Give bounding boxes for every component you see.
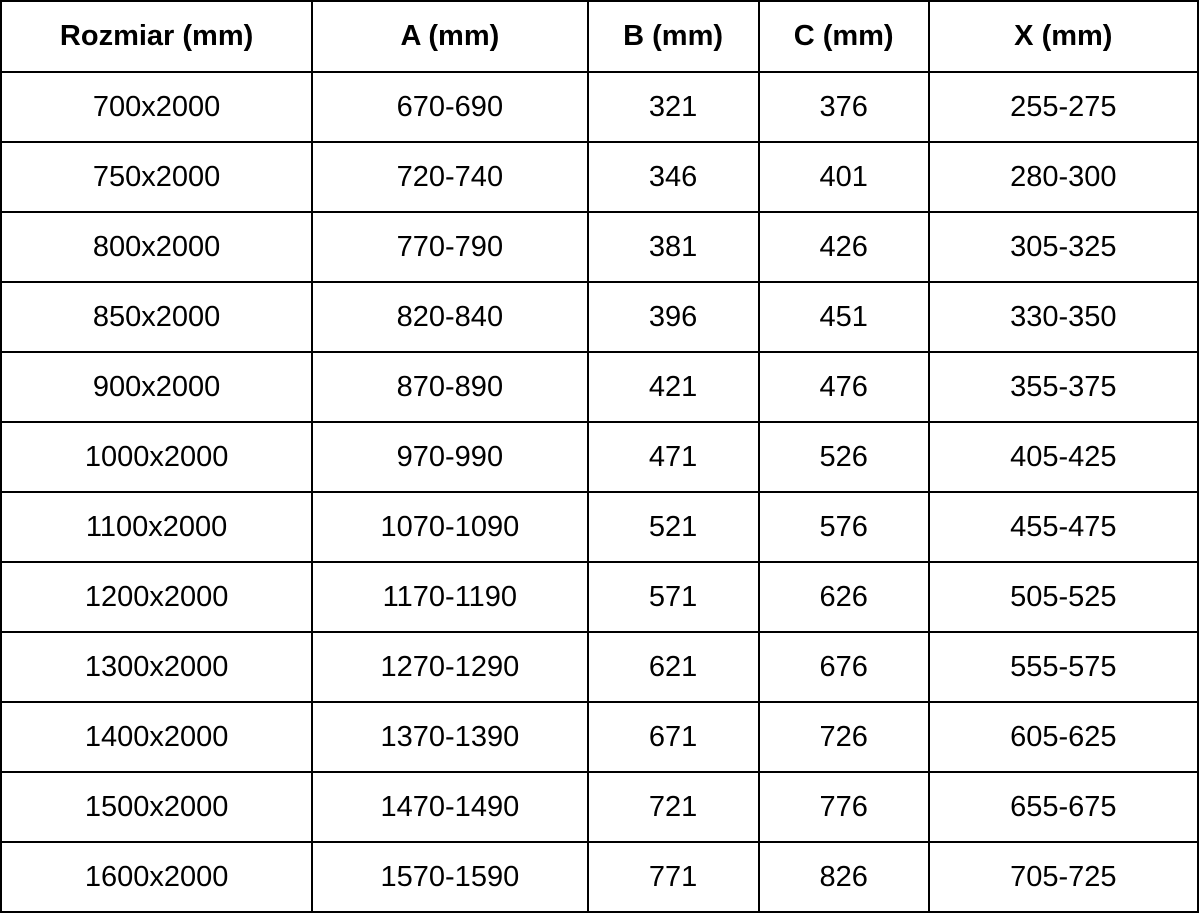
cell-a: 820-840	[311, 281, 589, 353]
cell-a: 720-740	[311, 141, 589, 213]
cell-b: 721	[586, 771, 760, 843]
cell-rozmiar: 700x2000	[0, 71, 314, 143]
cell-rozmiar: 1200x2000	[0, 561, 314, 633]
cell-rozmiar: 750x2000	[0, 141, 314, 213]
cell-rozmiar: 1400x2000	[0, 701, 314, 773]
column-header-x: X (mm)	[927, 0, 1199, 73]
cell-x: 605-625	[927, 701, 1199, 773]
cell-a: 770-790	[311, 211, 589, 283]
cell-a: 1470-1490	[311, 771, 589, 843]
cell-b: 521	[586, 491, 760, 563]
cell-rozmiar: 800x2000	[0, 211, 314, 283]
cell-c: 776	[757, 771, 930, 843]
cell-b: 346	[586, 141, 760, 213]
cell-c: 626	[757, 561, 930, 633]
cell-a: 1270-1290	[311, 631, 589, 703]
column-header-rozmiar: Rozmiar (mm)	[0, 0, 314, 73]
cell-x: 280-300	[927, 141, 1199, 213]
column-header-b: B (mm)	[586, 0, 760, 73]
cell-b: 571	[586, 561, 760, 633]
cell-rozmiar: 900x2000	[0, 351, 314, 423]
cell-b: 381	[586, 211, 760, 283]
column-header-c: C (mm)	[757, 0, 930, 73]
cell-x: 305-325	[927, 211, 1199, 283]
cell-b: 671	[586, 701, 760, 773]
cell-x: 330-350	[927, 281, 1199, 353]
cell-a: 670-690	[311, 71, 589, 143]
table-row: 1200x2000 1170-1190 571 626 505-525	[0, 561, 1199, 633]
cell-c: 401	[757, 141, 930, 213]
table-header: Rozmiar (mm) A (mm) B (mm) C (mm) X (mm)	[0, 0, 1199, 73]
cell-b: 621	[586, 631, 760, 703]
cell-x: 405-425	[927, 421, 1199, 493]
cell-b: 396	[586, 281, 760, 353]
table-row: 1600x2000 1570-1590 771 826 705-725	[0, 841, 1199, 913]
header-row: Rozmiar (mm) A (mm) B (mm) C (mm) X (mm)	[0, 0, 1199, 73]
cell-rozmiar: 1100x2000	[0, 491, 314, 563]
cell-c: 451	[757, 281, 930, 353]
table-row: 900x2000 870-890 421 476 355-375	[0, 351, 1199, 423]
cell-x: 705-725	[927, 841, 1199, 913]
cell-a: 1070-1090	[311, 491, 589, 563]
cell-a: 870-890	[311, 351, 589, 423]
table-row: 1400x2000 1370-1390 671 726 605-625	[0, 701, 1199, 773]
cell-rozmiar: 850x2000	[0, 281, 314, 353]
table-row: 700x2000 670-690 321 376 255-275	[0, 71, 1199, 143]
cell-b: 471	[586, 421, 760, 493]
cell-b: 421	[586, 351, 760, 423]
cell-a: 1170-1190	[311, 561, 589, 633]
cell-x: 355-375	[927, 351, 1199, 423]
table-row: 850x2000 820-840 396 451 330-350	[0, 281, 1199, 353]
table-row: 1000x2000 970-990 471 526 405-425	[0, 421, 1199, 493]
cell-b: 321	[586, 71, 760, 143]
table-row: 1100x2000 1070-1090 521 576 455-475	[0, 491, 1199, 563]
table-body: 700x2000 670-690 321 376 255-275 750x200…	[0, 71, 1199, 913]
cell-c: 676	[757, 631, 930, 703]
column-header-a: A (mm)	[311, 0, 589, 73]
table-row: 800x2000 770-790 381 426 305-325	[0, 211, 1199, 283]
cell-rozmiar: 1600x2000	[0, 841, 314, 913]
cell-x: 455-475	[927, 491, 1199, 563]
cell-rozmiar: 1500x2000	[0, 771, 314, 843]
cell-c: 476	[757, 351, 930, 423]
cell-x: 555-575	[927, 631, 1199, 703]
table-row: 1500x2000 1470-1490 721 776 655-675	[0, 771, 1199, 843]
cell-c: 576	[757, 491, 930, 563]
cell-a: 1370-1390	[311, 701, 589, 773]
cell-a: 970-990	[311, 421, 589, 493]
cell-x: 255-275	[927, 71, 1199, 143]
table-row: 1300x2000 1270-1290 621 676 555-575	[0, 631, 1199, 703]
cell-x: 505-525	[927, 561, 1199, 633]
cell-c: 826	[757, 841, 930, 913]
cell-b: 771	[586, 841, 760, 913]
cell-c: 426	[757, 211, 930, 283]
table-row: 750x2000 720-740 346 401 280-300	[0, 141, 1199, 213]
cell-rozmiar: 1300x2000	[0, 631, 314, 703]
cell-a: 1570-1590	[311, 841, 589, 913]
cell-c: 526	[757, 421, 930, 493]
cell-rozmiar: 1000x2000	[0, 421, 314, 493]
cell-x: 655-675	[927, 771, 1199, 843]
cell-c: 726	[757, 701, 930, 773]
cell-c: 376	[757, 71, 930, 143]
